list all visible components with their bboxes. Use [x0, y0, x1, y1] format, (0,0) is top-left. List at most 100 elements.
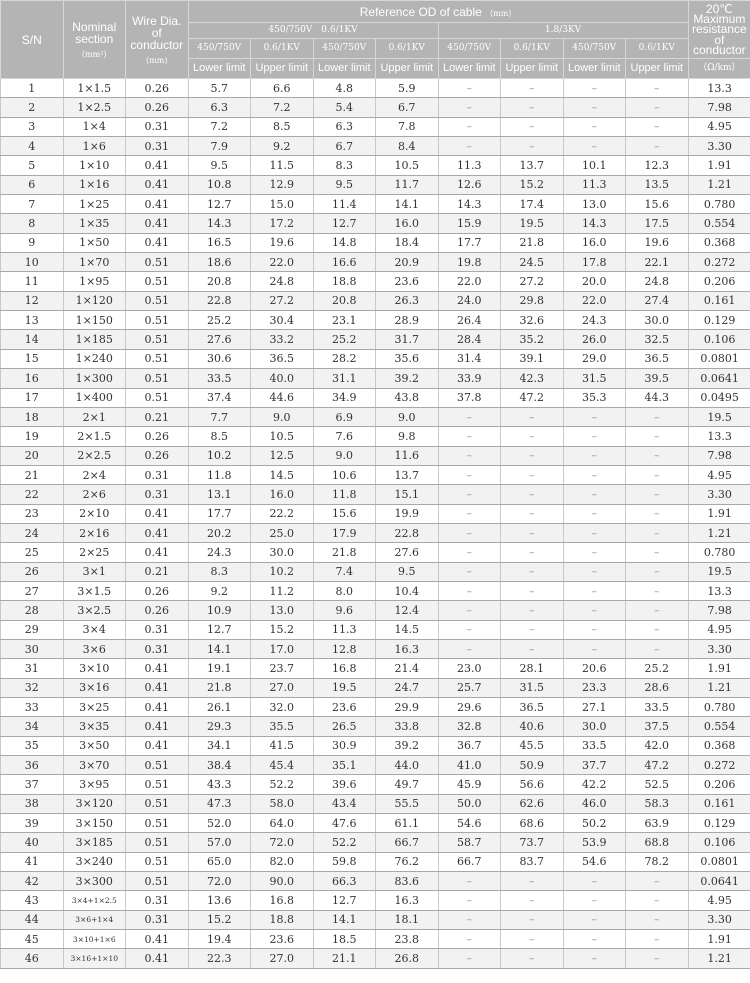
- cell-lv-lower-a: 72.0: [187, 871, 251, 892]
- cell-lv-upper-b: 11.7: [375, 175, 438, 196]
- cell-mv-upper-b: –: [625, 504, 689, 524]
- cell-mv-lower-a: 12.6: [437, 175, 501, 196]
- cell-nominal-section: 3×6+1×4: [62, 910, 126, 931]
- cell-sn: 4: [0, 136, 63, 157]
- cell-lv-lower-a: 7.9: [187, 136, 251, 157]
- cell-wire-dia: 0.31: [125, 620, 188, 640]
- cell-mv-upper-b: 17.5: [625, 213, 689, 234]
- cell-lv-lower-a: 19.4: [187, 929, 251, 950]
- cell-mv-upper-a: 40.6: [500, 716, 563, 737]
- cell-mv-lower-b: 53.9: [562, 832, 626, 853]
- cell-sn: 31: [0, 658, 63, 679]
- cell-nominal-section: 1×4: [62, 117, 126, 138]
- cell-wire-dia: 0.41: [125, 658, 188, 679]
- cell-wire-dia: 0.41: [125, 155, 188, 176]
- cell-mv-upper-b: 33.5: [625, 697, 689, 718]
- cell-resistance: 0.206: [687, 271, 750, 292]
- cell-sn: 15: [0, 349, 63, 370]
- cell-lv-lower-b: 59.8: [312, 852, 376, 873]
- cell-wire-dia: 0.31: [125, 890, 188, 911]
- cell-mv-lower-a: –: [437, 581, 501, 602]
- table-row: 25 2×25 0.41 24.3 30.0 21.8 27.6– – – –0.780: [0, 542, 750, 563]
- cell-lv-lower-b: 6.9: [312, 407, 376, 428]
- cell-mv-lower-b: –: [562, 465, 626, 486]
- table-row: 23 2×10 0.41 17.7 22.2 15.6 19.9– – – –1.91: [0, 504, 750, 524]
- cell-mv-lower-b: 27.1: [562, 697, 626, 718]
- cell-mv-lower-a: –: [437, 871, 501, 892]
- cell-lv-lower-b: 6.3: [312, 117, 376, 138]
- cell-wire-dia: 0.26: [125, 581, 188, 602]
- cell-mv-lower-a: –: [437, 523, 501, 544]
- cell-mv-upper-a: –: [500, 407, 563, 428]
- cell-lv-lower-b: 11.3: [312, 620, 376, 640]
- cell-mv-lower-b: 54.6: [562, 852, 626, 873]
- cell-mv-upper-a: 47.2: [500, 388, 563, 408]
- cell-sn: 34: [0, 716, 63, 737]
- cell-lv-upper-b: 23.6: [375, 271, 438, 292]
- cell-resistance: 1.91: [687, 929, 750, 950]
- cell-lv-upper-b: 9.0: [375, 407, 438, 428]
- cell-lv-lower-b: 34.9: [312, 388, 376, 408]
- cell-resistance: 0.0641: [687, 368, 750, 389]
- cell-nominal-section: 3×10+1×6: [62, 929, 126, 950]
- cell-mv-upper-b: 27.4: [625, 291, 689, 312]
- cell-mv-upper-a: 19.5: [500, 213, 563, 234]
- cell-sn: 41: [0, 852, 63, 873]
- cell-mv-lower-b: 50.2: [562, 813, 626, 834]
- cell-lv-lower-b: 11.8: [312, 484, 376, 505]
- cell-lv-lower-b: 17.9: [312, 523, 376, 544]
- header-nominal: Nominal section （mm²）: [62, 0, 126, 79]
- cell-lv-lower-b: 7.6: [312, 426, 376, 447]
- cell-lv-lower-a: 6.3: [187, 97, 251, 118]
- cell-lv-upper-b: 14.1: [375, 194, 438, 215]
- cell-lv-lower-a: 13.1: [187, 484, 251, 505]
- cell-mv-lower-a: –: [437, 136, 501, 157]
- cell-mv-lower-a: 31.4: [437, 349, 501, 370]
- cell-resistance: 0.272: [687, 755, 750, 776]
- header-ref-od-label: Reference OD of cable: [359, 4, 482, 19]
- header-nominal-label: Nominal section: [72, 19, 117, 46]
- cell-mv-upper-a: –: [500, 136, 563, 157]
- cell-mv-upper-a: 31.5: [500, 678, 563, 699]
- cell-lv-lower-a: 52.0: [187, 813, 251, 834]
- cell-resistance: 4.95: [687, 620, 750, 640]
- cell-lv-upper-a: 12.9: [250, 175, 313, 196]
- cell-wire-dia: 0.41: [125, 697, 188, 718]
- cell-mv-upper-b: –: [625, 890, 689, 911]
- cell-lv-lower-a: 18.6: [187, 252, 251, 273]
- cell-resistance: 1.91: [687, 658, 750, 679]
- cell-lv-lower-b: 5.4: [312, 97, 376, 118]
- cell-sn: 19: [0, 426, 63, 447]
- cell-lv-upper-a: 24.8: [250, 271, 313, 292]
- table-row: 34 3×35 0.41 29.3 35.5 26.5 33.8 32.8 40.6 30.0 37…: [0, 716, 750, 737]
- cell-resistance: 0.0801: [687, 349, 750, 370]
- cell-lv-lower-a: 19.1: [187, 658, 251, 679]
- cell-lv-lower-a: 21.8: [187, 678, 251, 699]
- cell-mv-upper-b: 12.3: [625, 155, 689, 176]
- cell-resistance: 3.30: [687, 484, 750, 505]
- table-row: 37 3×95 0.51 43.3 52.2 39.6 49.7 45.9 56.6 42.2 52…: [0, 774, 750, 795]
- cell-mv-lower-b: –: [562, 581, 626, 602]
- cell-resistance: 0.0641: [687, 871, 750, 892]
- cell-mv-lower-b: –: [562, 117, 626, 138]
- header-limit-2: Lower limit: [312, 58, 376, 79]
- cell-mv-upper-a: 45.5: [500, 736, 563, 757]
- cell-mv-lower-a: 33.9: [437, 368, 501, 389]
- table-row: 33 3×25 0.41 26.1 32.0 23.6 29.9 29.6 36.5 27.1 33…: [0, 697, 750, 718]
- header-group-a: 450/750V 0.6/1KV: [187, 22, 439, 39]
- cell-sn: 2: [0, 97, 63, 118]
- cell-mv-upper-b: 28.6: [625, 678, 689, 699]
- cell-mv-upper-b: 52.5: [625, 774, 689, 795]
- cell-lv-lower-a: 10.8: [187, 175, 251, 196]
- cell-sn: 38: [0, 794, 63, 815]
- cell-mv-lower-a: 32.8: [437, 716, 501, 737]
- cell-resistance: 0.129: [687, 310, 750, 331]
- cell-resistance: 0.780: [687, 697, 750, 718]
- table-row: 2 1×2.5 0.26 6.3 7.2 5.4 6.7– – – –7.98: [0, 97, 750, 118]
- cell-wire-dia: 0.51: [125, 774, 188, 795]
- cell-wire-dia: 0.41: [125, 948, 188, 969]
- cell-nominal-section: 3×25: [62, 697, 126, 718]
- cell-sn: 21: [0, 465, 63, 486]
- cell-lv-lower-a: 22.8: [187, 291, 251, 312]
- cell-lv-upper-b: 26.3: [375, 291, 438, 312]
